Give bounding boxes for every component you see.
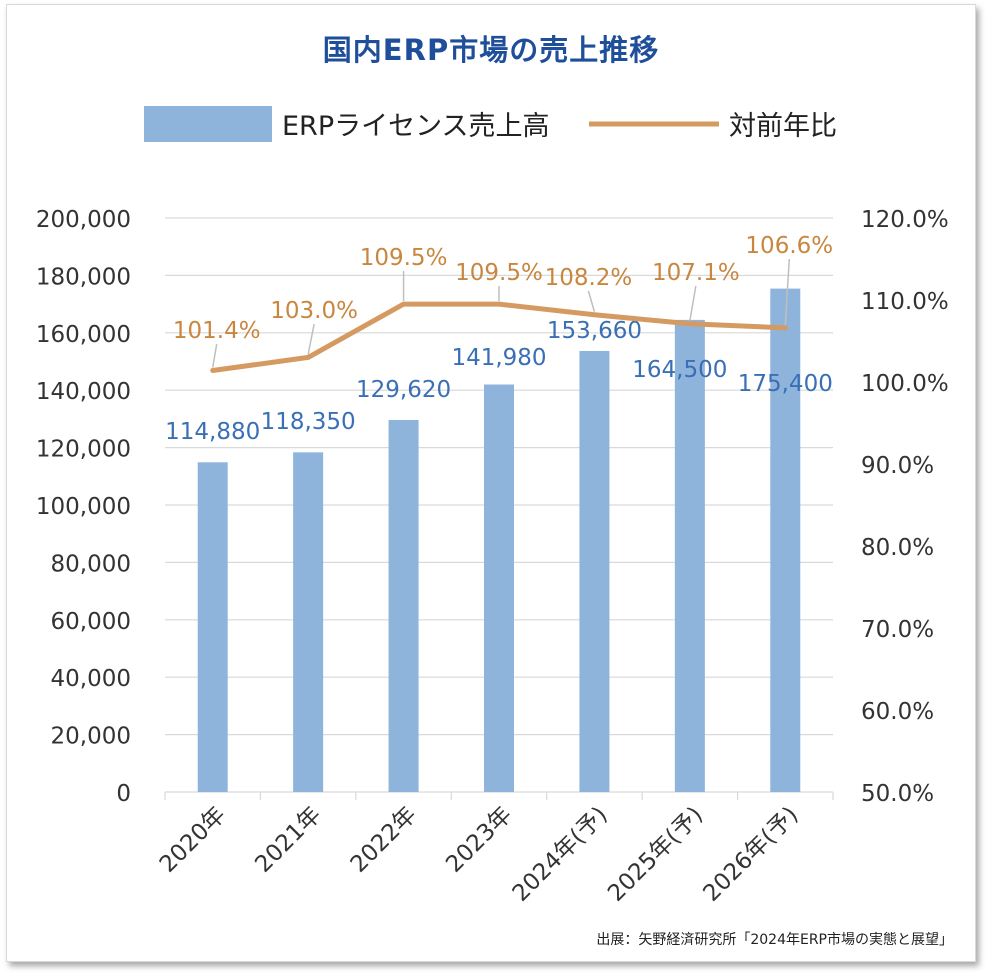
bar (484, 384, 514, 792)
y-left-tick-label: 80,000 (51, 551, 131, 577)
line-series-ratio (210, 301, 788, 374)
x-category-label: 2022年 (346, 802, 422, 878)
bar (674, 319, 705, 792)
y-right-tick-label: 100.0% (861, 371, 949, 397)
y-left-tick-label: 120,000 (36, 437, 131, 463)
bar (388, 419, 419, 792)
bar-value-label: 153,660 (547, 318, 642, 344)
y-right-tick-label: 60.0% (861, 699, 934, 725)
legend-line-label: 対前年比 (729, 111, 837, 142)
line-value-label: 107.1% (652, 260, 740, 286)
bar-value-label: 114,880 (165, 419, 260, 445)
y-left-tick-label: 0 (116, 781, 131, 807)
leader-line (587, 290, 596, 312)
leader-line (784, 258, 791, 325)
y-left-tick-label: 140,000 (36, 379, 131, 405)
line-value-label: 109.5% (360, 245, 448, 271)
line-value-label: 106.6% (745, 233, 833, 259)
y-left-tick-label: 100,000 (36, 494, 131, 520)
y-left-tick-label: 200,000 (36, 207, 131, 233)
leader-line (689, 285, 697, 321)
x-category-label: 2025年(予) (603, 802, 708, 907)
bar-value-label: 164,500 (632, 357, 727, 383)
bar-value-label: 129,620 (356, 377, 451, 403)
line-value-label: 101.4% (173, 318, 261, 344)
y-right-tick-label: 80.0% (861, 535, 934, 561)
y-left-tick-label: 180,000 (36, 264, 131, 290)
bar (770, 288, 801, 792)
x-category-label: 2026年(予) (699, 802, 804, 907)
y-right-tick-label: 50.0% (861, 781, 934, 807)
y-right-tick-label: 70.0% (861, 617, 934, 643)
legend-bar-swatch (144, 106, 272, 142)
source-note: 出展：矢野経済研究所「2024年ERP市場の実態と展望」 (596, 932, 953, 948)
chart-frame: 国内ERP市場の売上推移 ERPライセンス売上高 対前年比 0 20,000 40,00… (6, 4, 976, 962)
bar (293, 452, 324, 792)
y-left-tick-label: 160,000 (36, 322, 131, 348)
chart-title: 国内ERP市場の売上推移 (322, 33, 660, 67)
x-category-label: 2024年(予) (508, 802, 613, 907)
chart-canvas: ERPライセンス売上高 対前年比 0 20,000 40,000 60,000 80,000… (36, 106, 949, 907)
bar (579, 350, 610, 792)
leader-line (307, 323, 315, 355)
bar-value-label: 118,350 (261, 409, 356, 435)
x-category-label: 2023年 (441, 802, 517, 878)
line-value-label: 103.0% (270, 298, 358, 324)
bar-value-label: 175,400 (738, 371, 833, 397)
y-left-tick-label: 40,000 (51, 666, 131, 692)
legend-bar-label: ERPライセンス売上高 (282, 111, 550, 142)
bar-value-label: 141,980 (451, 345, 546, 371)
x-category-label: 2020年 (155, 802, 231, 878)
leader-line (211, 343, 218, 368)
y-left-tick-label: 20,000 (51, 724, 131, 750)
y-right-tick-label: 120.0% (861, 207, 949, 233)
y-right-tick-label: 110.0% (861, 289, 949, 315)
y-left-tick-label: 60,000 (51, 609, 131, 635)
x-category-label: 2021年 (250, 802, 326, 878)
y-right-tick-label: 90.0% (861, 453, 934, 479)
line-value-label: 108.2% (545, 265, 633, 291)
line-value-label: 109.5% (455, 260, 543, 286)
bar (197, 462, 228, 792)
